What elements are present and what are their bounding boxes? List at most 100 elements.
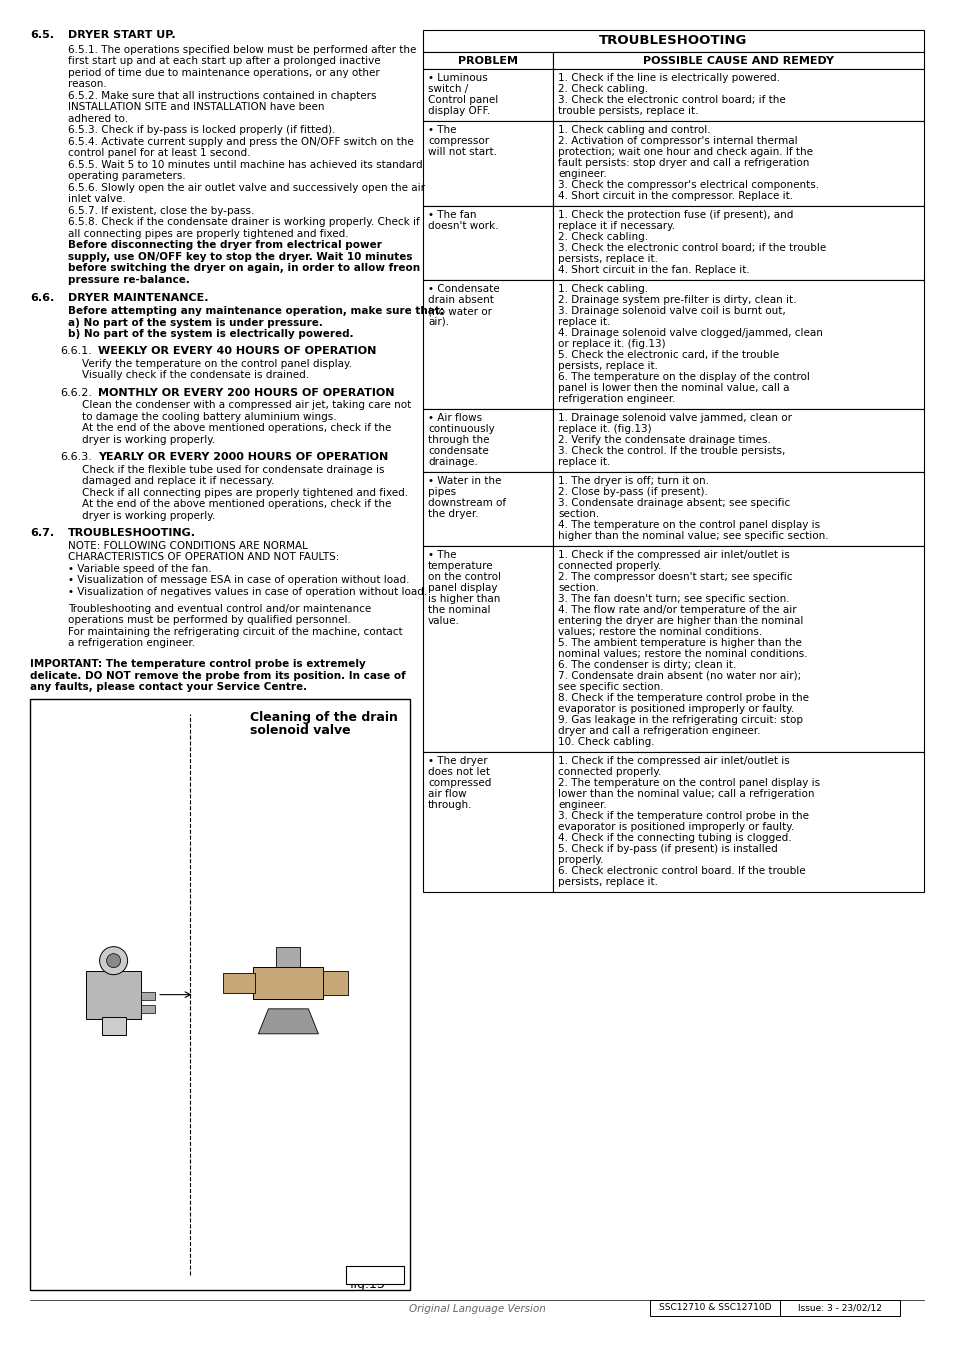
Bar <box>30 699 410 1291</box>
Text: WEEKLY OR EVERY 40 HOURS OF OPERATION: WEEKLY OR EVERY 40 HOURS OF OPERATION <box>98 346 376 356</box>
Text: 2. Verify the condensate drainage times.: 2. Verify the condensate drainage times. <box>558 435 770 446</box>
Text: entering the dryer are higher than the nominal: entering the dryer are higher than the n… <box>558 616 802 626</box>
Bar <box>553 69 923 122</box>
Text: 6.5.8. Check if the condensate drainer is working properly. Check if: 6.5.8. Check if the condensate drainer i… <box>68 217 419 227</box>
Text: 9. Gas leakage in the refrigerating circuit: stop: 9. Gas leakage in the refrigerating circ… <box>558 716 802 725</box>
Text: control panel for at least 1 second.: control panel for at least 1 second. <box>68 148 251 158</box>
Text: 3. Condensate drainage absent; see specific: 3. Condensate drainage absent; see speci… <box>558 498 790 508</box>
Text: first start up and at each start up after a prolonged inactive: first start up and at each start up afte… <box>68 57 380 66</box>
Text: 10. Check cabling.: 10. Check cabling. <box>558 737 654 747</box>
Text: 3. Check the electronic control board; if the trouble: 3. Check the electronic control board; i… <box>558 243 825 252</box>
Text: 6.5.2. Make sure that all instructions contained in chapters: 6.5.2. Make sure that all instructions c… <box>68 90 376 101</box>
Text: Check if the flexible tube used for condensate drainage is: Check if the flexible tube used for cond… <box>82 464 384 475</box>
Text: through.: through. <box>428 801 472 810</box>
Text: 2. The temperature on the control panel display is: 2. The temperature on the control panel … <box>558 778 820 788</box>
Text: fig.13: fig.13 <box>350 1278 385 1291</box>
Text: condensate: condensate <box>428 446 488 456</box>
Text: • Variable speed of the fan.: • Variable speed of the fan. <box>68 563 212 574</box>
Text: 4. The temperature on the control panel display is: 4. The temperature on the control panel … <box>558 520 820 531</box>
Text: connected properly.: connected properly. <box>558 562 661 571</box>
Text: • Visualization of negatives values in case of operation without load.: • Visualization of negatives values in c… <box>68 587 427 597</box>
Text: 1. Check if the line is electrically powered.: 1. Check if the line is electrically pow… <box>558 73 780 82</box>
Text: 1. Check cabling.: 1. Check cabling. <box>558 284 648 294</box>
Bar <box>101 1017 126 1034</box>
Text: • Condensate: • Condensate <box>428 284 499 294</box>
Text: values; restore the nominal conditions.: values; restore the nominal conditions. <box>558 626 761 637</box>
Text: compressor: compressor <box>428 136 489 146</box>
Text: drain absent: drain absent <box>428 296 494 305</box>
Text: panel is lower then the nominal value, call a: panel is lower then the nominal value, c… <box>558 383 789 393</box>
Bar <box>649 1300 780 1316</box>
Text: downstream of: downstream of <box>428 498 506 508</box>
Text: engineer.: engineer. <box>558 169 606 180</box>
Bar <box>422 53 553 69</box>
Text: panel display: panel display <box>428 583 497 593</box>
Text: section.: section. <box>558 583 598 593</box>
Text: 6.5.1. The operations specified below must be performed after the: 6.5.1. The operations specified below mu… <box>68 45 416 55</box>
Text: 3. Check if the temperature control probe in the: 3. Check if the temperature control prob… <box>558 811 808 821</box>
Text: • Water in the: • Water in the <box>428 477 501 486</box>
Text: Control panel: Control panel <box>428 95 497 105</box>
Bar <box>422 472 553 545</box>
Text: dryer is working properly.: dryer is working properly. <box>82 510 215 521</box>
Text: supply, use ON/OFF key to stop the dryer. Wait 10 minutes: supply, use ON/OFF key to stop the dryer… <box>68 252 412 262</box>
Bar <box>346 1266 403 1284</box>
Text: 2. Check cabling.: 2. Check cabling. <box>558 84 648 95</box>
Bar <box>422 752 553 892</box>
Text: air flow: air flow <box>428 788 466 799</box>
Text: 2. The compressor doesn't start; see specific: 2. The compressor doesn't start; see spe… <box>558 572 792 582</box>
Text: YEARLY OR EVERY 2000 HOURS OF OPERATION: YEARLY OR EVERY 2000 HOURS OF OPERATION <box>98 452 388 462</box>
Text: • The fan: • The fan <box>428 211 476 220</box>
Text: 5. The ambient temperature is higher than the: 5. The ambient temperature is higher tha… <box>558 639 801 648</box>
Text: evaporator is positioned improperly or faulty.: evaporator is positioned improperly or f… <box>558 822 794 832</box>
Bar <box>553 472 923 545</box>
Text: b) No part of the system is electrically powered.: b) No part of the system is electrically… <box>68 329 354 339</box>
Text: through the: through the <box>428 435 489 446</box>
Text: 6.5.: 6.5. <box>30 30 54 40</box>
Text: • The dryer: • The dryer <box>428 756 487 765</box>
Text: persists, replace it.: persists, replace it. <box>558 878 658 887</box>
Text: 6.7.: 6.7. <box>30 528 54 537</box>
Text: 6.5.3. Check if by-pass is locked properly (if fitted).: 6.5.3. Check if by-pass is locked proper… <box>68 126 335 135</box>
Text: drainage.: drainage. <box>428 458 477 467</box>
Text: to damage the cooling battery aluminium wings.: to damage the cooling battery aluminium … <box>82 412 336 421</box>
Bar <box>553 207 923 279</box>
Text: Troubleshooting and eventual control and/or maintenance: Troubleshooting and eventual control and… <box>68 603 371 614</box>
Text: At the end of the above mentioned operations, check if the: At the end of the above mentioned operat… <box>82 424 391 433</box>
Bar <box>422 207 553 279</box>
Text: adhered to.: adhered to. <box>68 113 128 124</box>
Text: POSSIBLE CAUSE AND REMEDY: POSSIBLE CAUSE AND REMEDY <box>642 55 833 66</box>
Text: will not start.: will not start. <box>428 147 497 157</box>
Text: Check if all connecting pipes are properly tightened and fixed.: Check if all connecting pipes are proper… <box>82 487 408 498</box>
Text: CHARACTERISTICS OF OPERATION AND NOT FAULTS:: CHARACTERISTICS OF OPERATION AND NOT FAU… <box>68 552 339 562</box>
Text: replace it if necessary.: replace it if necessary. <box>558 221 675 231</box>
Text: 1. Check the protection fuse (if present), and: 1. Check the protection fuse (if present… <box>558 211 793 220</box>
Bar <box>553 53 923 69</box>
Text: 6.5.5. Wait 5 to 10 minutes until machine has achieved its standard: 6.5.5. Wait 5 to 10 minutes until machin… <box>68 159 422 170</box>
Bar <box>553 279 923 409</box>
Text: 4. Check if the connecting tubing is clogged.: 4. Check if the connecting tubing is clo… <box>558 833 791 842</box>
Text: evaporator is positioned improperly or faulty.: evaporator is positioned improperly or f… <box>558 703 794 714</box>
Text: the dryer.: the dryer. <box>428 509 478 518</box>
Text: 6. The temperature on the display of the control: 6. The temperature on the display of the… <box>558 373 809 382</box>
Text: 2. Check cabling.: 2. Check cabling. <box>558 232 648 242</box>
Bar <box>553 545 923 752</box>
Text: INSTALLATION SITE and INSTALLATION have been: INSTALLATION SITE and INSTALLATION have … <box>68 103 324 112</box>
Text: Issue: 3 - 23/02/12: Issue: 3 - 23/02/12 <box>798 1304 881 1312</box>
Text: Before disconnecting the dryer from electrical power: Before disconnecting the dryer from elec… <box>68 240 381 251</box>
Text: period of time due to maintenance operations, or any other: period of time due to maintenance operat… <box>68 68 379 78</box>
Text: 4. The flow rate and/or temperature of the air: 4. The flow rate and/or temperature of t… <box>558 605 796 616</box>
Text: pressure re-balance.: pressure re-balance. <box>68 275 190 285</box>
Text: all connecting pipes are properly tightened and fixed.: all connecting pipes are properly tighte… <box>68 230 348 239</box>
Text: 1. Check if the compressed air inlet/outlet is: 1. Check if the compressed air inlet/out… <box>558 756 789 765</box>
Text: see specific section.: see specific section. <box>558 682 663 693</box>
Text: NOTE: FOLLOWING CONDITIONS ARE NORMAL: NOTE: FOLLOWING CONDITIONS ARE NORMAL <box>68 540 308 551</box>
Text: 3. The fan doesn't turn; see specific section.: 3. The fan doesn't turn; see specific se… <box>558 594 789 603</box>
Text: 6.5.7. If existent, close the by-pass.: 6.5.7. If existent, close the by-pass. <box>68 207 254 216</box>
Text: IMPORTANT: The temperature control probe is extremely: IMPORTANT: The temperature control probe… <box>30 659 365 670</box>
Text: temperature: temperature <box>428 562 493 571</box>
Text: Clean the condenser with a compressed air jet, taking care not: Clean the condenser with a compressed ai… <box>82 401 411 410</box>
Bar <box>553 122 923 207</box>
Text: operating parameters.: operating parameters. <box>68 171 186 181</box>
Circle shape <box>99 946 128 975</box>
